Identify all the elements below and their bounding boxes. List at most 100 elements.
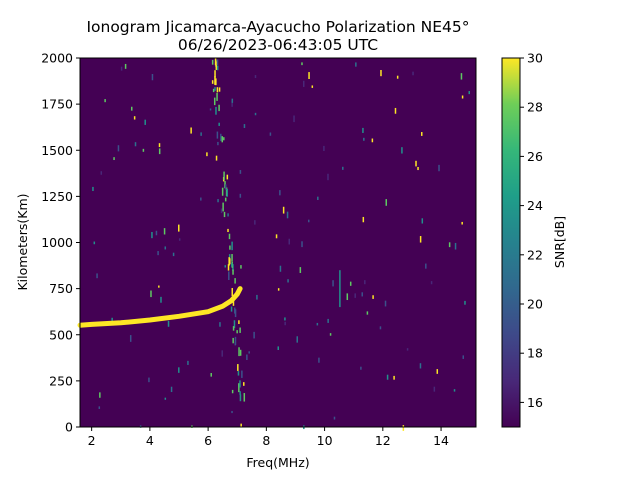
noise-echo <box>284 321 286 326</box>
noise-echo <box>448 242 451 248</box>
noise-echo <box>150 290 152 298</box>
noise-echo <box>384 300 387 307</box>
noise-echo <box>158 143 161 148</box>
noise-echo <box>275 234 278 239</box>
f-trace <box>77 286 243 328</box>
y-tick-label: 2000 <box>41 51 73 66</box>
trace-point <box>235 292 239 296</box>
streak-echo <box>224 184 227 190</box>
noise-echo <box>157 251 159 256</box>
streak-echo <box>234 336 237 346</box>
noise-echo <box>248 351 250 354</box>
noise-echo <box>394 107 397 114</box>
noise-echo <box>296 336 298 343</box>
noise-echo <box>93 241 96 245</box>
streak-echo <box>227 228 229 233</box>
noise-echo <box>254 75 257 78</box>
colorbar <box>501 57 521 428</box>
streak-echo <box>231 241 233 251</box>
noise-echo <box>468 91 470 95</box>
noise-echo <box>301 62 303 66</box>
noise-echo <box>277 346 280 350</box>
noise-echo <box>151 74 154 81</box>
noise-echo <box>430 281 433 285</box>
noise-echo <box>158 148 161 155</box>
y-tick-label: 1000 <box>41 235 73 250</box>
noise-echo <box>124 63 127 69</box>
streak-echo <box>237 364 239 371</box>
noise-echo <box>464 300 466 305</box>
noise-echo <box>366 311 369 315</box>
noise-echo <box>421 218 424 224</box>
noise-echo <box>355 62 357 67</box>
noise-echo <box>117 145 120 152</box>
noise-echo <box>129 335 132 342</box>
noise-echo <box>461 221 463 225</box>
noise-echo <box>219 322 221 327</box>
streak-echo <box>239 391 241 395</box>
streak-echo <box>220 133 222 142</box>
noise-echo <box>460 73 463 80</box>
noise-echo <box>178 224 180 232</box>
noise-echo <box>131 106 133 111</box>
noise-echo <box>224 265 227 268</box>
noise-echo <box>349 281 352 286</box>
noise-echo <box>346 293 349 301</box>
noise-echo <box>279 190 281 196</box>
noise-echo <box>113 157 115 161</box>
streak-echo <box>216 59 219 66</box>
streak-echo <box>241 370 243 378</box>
noise-echo <box>421 132 423 136</box>
x-tick-label: 12 <box>375 433 391 448</box>
noise-echo <box>246 354 248 360</box>
noise-echo <box>200 132 202 136</box>
noise-echo <box>211 80 214 84</box>
streak-echo <box>234 309 237 318</box>
noise-echo <box>254 220 256 225</box>
noise-echo <box>170 386 173 393</box>
noise-echo <box>190 127 192 134</box>
noise-echo <box>253 331 255 339</box>
noise-echo <box>396 75 399 79</box>
noise-echo <box>243 124 246 128</box>
noise-echo <box>362 127 364 133</box>
noise-echo <box>380 69 382 77</box>
noise-echo <box>160 296 162 303</box>
colorbar-tick-label: 20 <box>527 297 543 312</box>
noise-echo <box>393 375 395 380</box>
noise-echo <box>206 152 208 157</box>
noise-echo <box>327 318 329 323</box>
x-tick-label: 10 <box>317 433 333 448</box>
trace-line <box>77 286 243 328</box>
noise-echo <box>239 170 242 174</box>
noise-echo <box>231 410 233 414</box>
streak-echo <box>223 211 226 218</box>
noise-echo <box>433 386 436 392</box>
streak-echo <box>232 299 235 306</box>
colorbar-tick-label: 24 <box>527 198 543 213</box>
noise-echo <box>111 317 113 324</box>
streak-echo <box>239 349 242 356</box>
colorbar-tick-label: 28 <box>527 100 543 115</box>
streak-echo <box>214 87 216 91</box>
streak-echo <box>239 394 242 402</box>
noise-echo <box>412 71 414 76</box>
trace-point <box>229 299 233 303</box>
streak-echo <box>211 59 214 65</box>
noise-echo <box>316 322 319 326</box>
noise-echo <box>178 367 180 373</box>
noise-echo <box>417 166 419 171</box>
noise-echo <box>402 425 405 431</box>
noise-echo <box>286 211 289 219</box>
noise-echo <box>133 116 136 120</box>
noise-echo <box>406 348 409 351</box>
x-tick-label: 8 <box>262 433 270 448</box>
noise-echo <box>462 355 465 359</box>
y-tick-label: 1750 <box>41 97 73 112</box>
noise-echo <box>155 230 158 236</box>
noise-echo <box>228 233 231 240</box>
noise-echo <box>302 80 305 87</box>
streak-echo <box>223 137 225 141</box>
noise-echo <box>231 100 233 107</box>
